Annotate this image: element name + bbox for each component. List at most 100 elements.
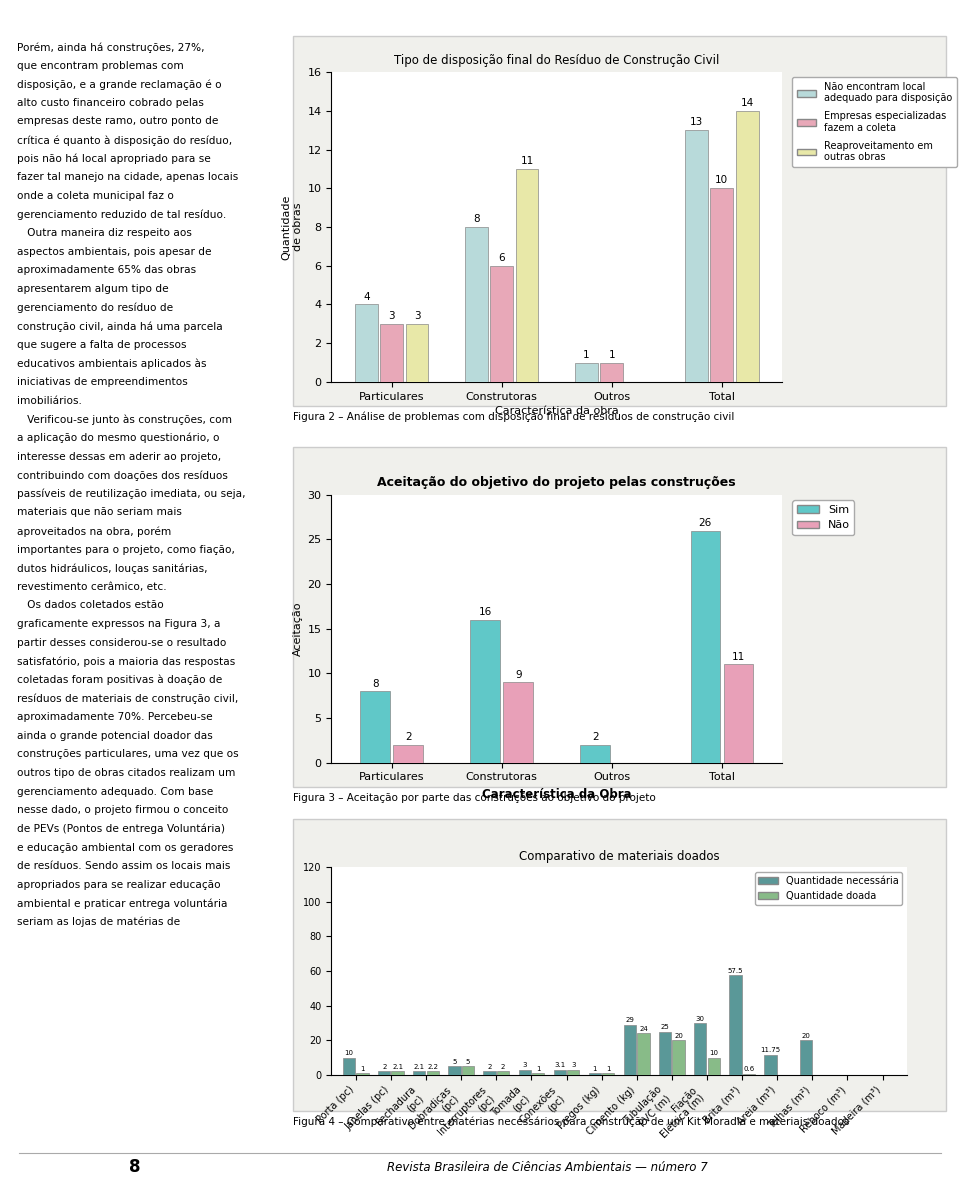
- Text: 3: 3: [389, 311, 395, 321]
- Bar: [730, 975, 741, 1075]
- Text: contribuindo com doações dos resíduos: contribuindo com doações dos resíduos: [17, 470, 228, 480]
- Legend: Sim, Não: Sim, Não: [792, 501, 854, 534]
- Text: 2: 2: [382, 1064, 387, 1070]
- Text: passíveis de reutilização imediata, ou seja,: passíveis de reutilização imediata, ou s…: [17, 489, 246, 500]
- Text: pois não há local apropriado para se: pois não há local apropriado para se: [17, 154, 211, 165]
- Text: que sugere a falta de processos: que sugere a falta de processos: [17, 340, 187, 349]
- Text: construção civil, ainda há uma parcela: construção civil, ainda há uma parcela: [17, 321, 223, 331]
- Text: de resíduos. Sendo assim os locais mais: de resíduos. Sendo assim os locais mais: [17, 861, 230, 871]
- Text: gerenciamento reduzido de tal resíduo.: gerenciamento reduzido de tal resíduo.: [17, 210, 227, 220]
- Text: 4: 4: [363, 292, 370, 301]
- Text: satisfatório, pois a maioria das respostas: satisfatório, pois a maioria das respost…: [17, 656, 235, 667]
- Bar: [426, 1071, 439, 1075]
- Text: 14: 14: [740, 98, 754, 108]
- Bar: [378, 1071, 391, 1075]
- Bar: [764, 1054, 777, 1075]
- Text: 2.1: 2.1: [392, 1064, 403, 1070]
- Bar: [710, 189, 733, 382]
- Text: Figura 3 – Aceitação por parte das construções ao objetivo do projeto: Figura 3 – Aceitação por parte das const…: [293, 793, 656, 802]
- Text: 11: 11: [732, 652, 745, 662]
- Text: onde a coleta municipal faz o: onde a coleta municipal faz o: [17, 191, 174, 201]
- Text: iniciativas de empreendimentos: iniciativas de empreendimentos: [17, 377, 188, 387]
- Bar: [724, 664, 754, 763]
- Text: 16: 16: [479, 608, 492, 617]
- Bar: [637, 1033, 650, 1075]
- Text: importantes para o projeto, como fiação,: importantes para o projeto, como fiação,: [17, 545, 235, 555]
- Text: 3: 3: [571, 1063, 575, 1069]
- Text: Outra maneira diz respeito aos: Outra maneira diz respeito aos: [17, 228, 192, 238]
- Bar: [694, 1023, 707, 1075]
- Bar: [448, 1066, 461, 1075]
- Bar: [567, 1070, 579, 1075]
- Text: 20: 20: [802, 1033, 810, 1039]
- Title: Tipo de disposição final do Resíduo de Construção Civil: Tipo de disposição final do Resíduo de C…: [395, 54, 719, 67]
- Text: aproximadamente 65% das obras: aproximadamente 65% das obras: [17, 265, 197, 275]
- Text: 57.5: 57.5: [728, 968, 743, 974]
- Text: ambiental e praticar entrega voluntária: ambiental e praticar entrega voluntária: [17, 898, 228, 909]
- Text: Porém, ainda há construções, 27%,: Porém, ainda há construções, 27%,: [17, 42, 204, 53]
- Bar: [800, 1040, 812, 1075]
- Bar: [355, 304, 378, 382]
- Bar: [380, 324, 403, 382]
- Text: 1: 1: [536, 1065, 540, 1071]
- Text: 9: 9: [515, 670, 521, 680]
- Bar: [497, 1071, 509, 1075]
- Bar: [413, 1071, 425, 1075]
- Text: disposição, e a grande reclamação é o: disposição, e a grande reclamação é o: [17, 79, 222, 90]
- Text: ainda o grande potencial doador das: ainda o grande potencial doador das: [17, 730, 213, 741]
- Bar: [708, 1058, 720, 1075]
- Text: nesse dado, o projeto firmou o conceito: nesse dado, o projeto firmou o conceito: [17, 805, 228, 815]
- Text: 5: 5: [466, 1059, 470, 1065]
- Text: Revista Brasileira de Ciências Ambientais — número 7: Revista Brasileira de Ciências Ambientai…: [387, 1161, 708, 1173]
- Text: 5: 5: [452, 1059, 457, 1065]
- Text: 26: 26: [699, 518, 712, 528]
- Bar: [394, 745, 423, 763]
- Text: educativos ambientais aplicados às: educativos ambientais aplicados às: [17, 358, 206, 369]
- Text: interesse dessas em aderir ao projeto,: interesse dessas em aderir ao projeto,: [17, 452, 222, 461]
- Bar: [581, 745, 611, 763]
- Text: graficamente expressos na Figura 3, a: graficamente expressos na Figura 3, a: [17, 620, 221, 629]
- Y-axis label: Quantidade
de obras: Quantidade de obras: [281, 195, 303, 259]
- Text: aproximadamente 70%. Percebeu-se: aproximadamente 70%. Percebeu-se: [17, 712, 213, 722]
- Text: 11: 11: [520, 156, 534, 166]
- Text: materiais que não seriam mais: materiais que não seriam mais: [17, 508, 182, 518]
- Text: e educação ambiental com os geradores: e educação ambiental com os geradores: [17, 843, 233, 853]
- Text: 2: 2: [405, 733, 412, 742]
- Text: resíduos de materiais de construção civil,: resíduos de materiais de construção civi…: [17, 694, 238, 704]
- Text: 2: 2: [501, 1064, 505, 1070]
- Text: a aplicação do mesmo questionário, o: a aplicação do mesmo questionário, o: [17, 434, 220, 443]
- Bar: [602, 1074, 614, 1075]
- Bar: [392, 1071, 404, 1075]
- Text: dutos hidráulicos, louças sanitárias,: dutos hidráulicos, louças sanitárias,: [17, 563, 207, 574]
- Bar: [516, 169, 539, 382]
- Bar: [356, 1074, 369, 1075]
- Bar: [343, 1058, 355, 1075]
- Text: partir desses considerou-se o resultado: partir desses considerou-se o resultado: [17, 638, 227, 647]
- Bar: [735, 110, 758, 382]
- Text: 2.1: 2.1: [414, 1064, 425, 1070]
- Title: Comparativo de materiais doados: Comparativo de materiais doados: [519, 850, 719, 864]
- Bar: [360, 692, 390, 763]
- Bar: [406, 324, 428, 382]
- Text: 8: 8: [473, 214, 480, 225]
- Bar: [470, 620, 500, 763]
- Text: revestimento cerâmico, etc.: revestimento cerâmico, etc.: [17, 582, 167, 592]
- Text: 6: 6: [498, 253, 505, 263]
- Text: crítica é quanto à disposição do resíduo,: crítica é quanto à disposição do resíduo…: [17, 135, 232, 145]
- Text: 1: 1: [609, 349, 615, 359]
- Text: 2.2: 2.2: [427, 1064, 438, 1070]
- Text: outros tipo de obras citados realizam um: outros tipo de obras citados realizam um: [17, 769, 235, 778]
- Text: 1: 1: [592, 1065, 597, 1071]
- Text: 10: 10: [709, 1050, 718, 1056]
- Text: 8: 8: [129, 1159, 140, 1176]
- Bar: [672, 1040, 684, 1075]
- Text: Os dados coletados estão: Os dados coletados estão: [17, 600, 164, 610]
- Text: 20: 20: [674, 1033, 683, 1039]
- Bar: [575, 363, 598, 382]
- Text: imobiliários.: imobiliários.: [17, 396, 83, 406]
- Bar: [518, 1070, 531, 1075]
- Legend: Quantidade necessária, Quantidade doada: Quantidade necessária, Quantidade doada: [755, 872, 902, 904]
- Bar: [462, 1066, 474, 1075]
- Text: 8: 8: [372, 679, 378, 688]
- Title: Aceitação do objetivo do projeto pelas construções: Aceitação do objetivo do projeto pelas c…: [377, 477, 736, 490]
